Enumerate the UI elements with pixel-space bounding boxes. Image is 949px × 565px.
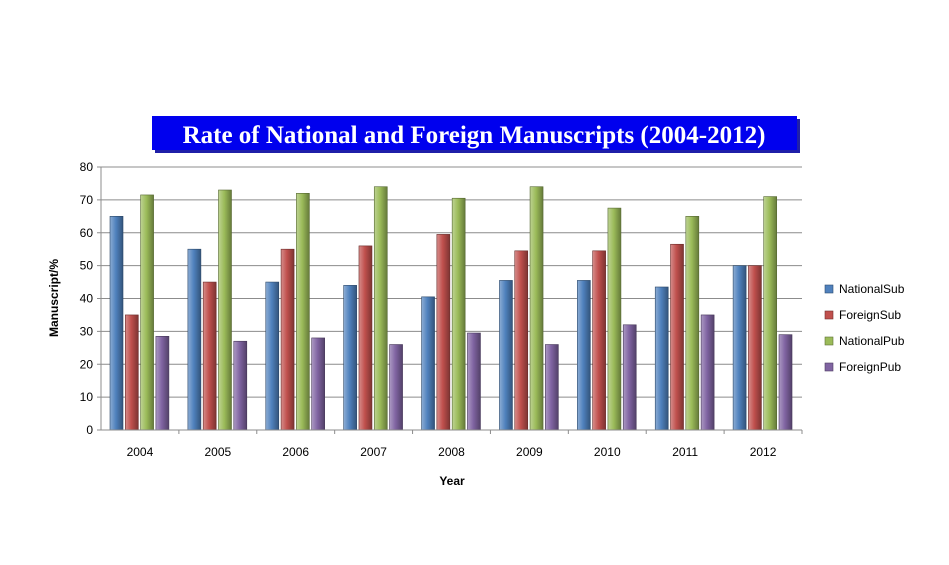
axes: 0 10 20 30 40 50 60 70 80 2004 2005 2006 2007 2008 200…	[80, 160, 803, 459]
x-axis-title: Year	[439, 474, 465, 488]
bar-ForeignSub-2007	[358, 245, 373, 431]
x-tick-label: 2011	[672, 445, 698, 459]
bar-ForeignSub-2009	[514, 250, 529, 431]
bar-NationalSub-2007	[343, 285, 357, 431]
bar-ForeignSub-2012	[748, 265, 762, 431]
y-tick-label: 80	[80, 160, 94, 174]
x-tick-label: 2004	[127, 445, 154, 459]
y-tick-label: 60	[80, 226, 94, 240]
bar-NationalSub-2012	[732, 265, 747, 431]
bar-NationalSub-2005	[187, 248, 202, 431]
legend: NationalSub ForeignSub NationalPub ForeignP…	[824, 282, 905, 374]
bar-ForeignPub-2008	[467, 332, 481, 431]
bar-ForeignPub-2004	[155, 336, 170, 431]
chart-title: Rate of National and Foreign Manuscripts…	[183, 122, 766, 149]
y-tick-label: 70	[80, 193, 94, 207]
bar-NationalSub-2008	[421, 296, 435, 431]
y-tick-label: 20	[80, 357, 94, 371]
bar-ForeignPub-2007	[389, 344, 403, 431]
y-axis-title: Manuscript/%	[47, 259, 61, 337]
x-tick-label: 2006	[282, 445, 309, 459]
bar-NationalPub-2006	[296, 193, 310, 431]
bar-ForeignPub-2005	[233, 340, 248, 431]
y-tick-label: 10	[80, 390, 94, 404]
chart-title-background	[152, 116, 797, 150]
y-tick-label: 50	[80, 259, 94, 273]
bar-NationalSub-2011	[654, 286, 669, 431]
x-tick-label: 2012	[750, 445, 777, 459]
bar-NationalPub-2012	[763, 196, 778, 431]
legend-label-ForeignPub: ForeignPub	[839, 360, 901, 374]
bar-ForeignSub-2004	[125, 314, 139, 431]
bar-ForeignSub-2008	[436, 234, 451, 431]
legend-swatch-ForeignSub	[824, 310, 834, 320]
legend-swatch-NationalPub	[824, 336, 834, 346]
bar-ForeignSub-2006	[280, 248, 295, 431]
bar-NationalSub-2009	[499, 280, 513, 431]
y-tick-label: 0	[86, 423, 93, 437]
y-tick-label: 40	[80, 292, 94, 306]
bar-ForeignPub-2010	[622, 324, 637, 431]
bars	[109, 186, 793, 431]
x-tick-label: 2008	[438, 445, 465, 459]
bar-ForeignPub-2012	[778, 334, 793, 431]
bar-NationalPub-2011	[685, 216, 700, 431]
bar-NationalSub-2006	[265, 281, 280, 431]
gridlines	[101, 166, 802, 398]
bar-NationalPub-2010	[607, 207, 622, 431]
bar-NationalSub-2010	[577, 280, 591, 431]
bar-NationalPub-2005	[218, 189, 232, 431]
bar-ForeignSub-2011	[670, 243, 684, 431]
legend-label-NationalPub: NationalPub	[839, 334, 905, 348]
bar-NationalSub-2004	[109, 216, 124, 431]
bar-ForeignPub-2009	[545, 344, 559, 431]
y-tick-label: 30	[80, 324, 94, 338]
legend-label-ForeignSub: ForeignSub	[839, 308, 901, 322]
bar-ForeignPub-2011	[700, 314, 715, 431]
bar-ForeignSub-2010	[592, 250, 606, 431]
x-tick-label: 2010	[594, 445, 621, 459]
legend-swatch-ForeignPub	[824, 362, 834, 372]
bar-NationalPub-2008	[451, 197, 466, 431]
bar-ForeignPub-2006	[311, 337, 325, 431]
x-tick-label: 2005	[204, 445, 231, 459]
legend-swatch-NationalSub	[824, 284, 834, 294]
chart-title-box: Rate of National and Foreign Manuscripts…	[152, 116, 800, 153]
bar-NationalPub-2009	[529, 186, 544, 431]
legend-label-NationalSub: NationalSub	[839, 282, 905, 296]
x-tick-label: 2009	[516, 445, 543, 459]
bar-ForeignSub-2005	[202, 281, 217, 431]
bar-NationalPub-2004	[140, 194, 154, 431]
x-tick-label: 2007	[360, 445, 387, 459]
bar-NationalPub-2007	[373, 186, 388, 431]
